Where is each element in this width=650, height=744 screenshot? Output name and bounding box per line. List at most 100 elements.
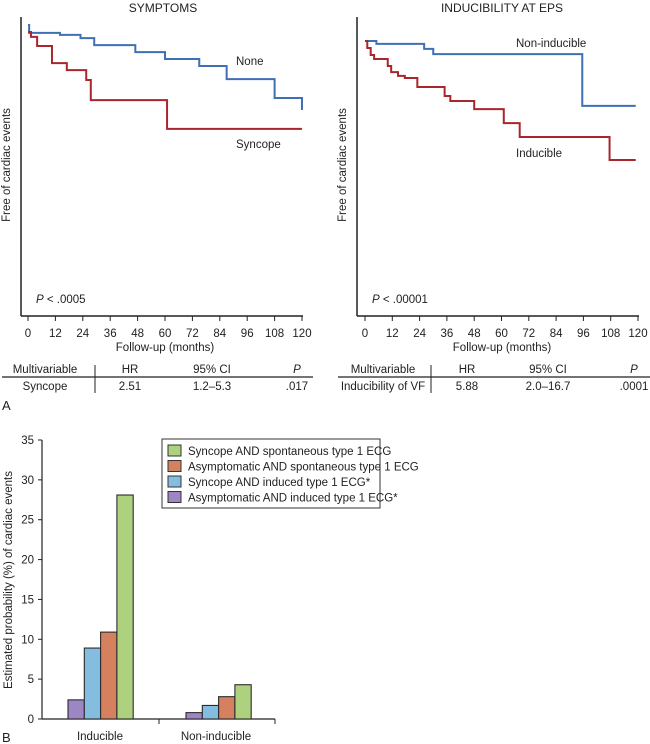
y-tick-label: 5 [28,674,34,686]
y-tick-label: 15 [21,594,34,606]
km-chart-inducibility: INDUCIBILITY AT EPS Free of cardiac even… [337,1,648,354]
table-header-p: P [293,364,301,376]
panel-label-b: B [2,730,11,744]
survival-curve-none [28,24,303,110]
legend-label: Syncope AND induced type 1 ECG* [188,477,371,489]
x-ticks: 0 12 24 36 48 60 72 84 96 108 120 [25,316,312,340]
table-cell-p: .017 [286,381,308,393]
table-header-hr: HR [459,364,476,376]
legend-swatch [167,460,182,472]
table-cell-p: .0001 [620,381,649,393]
table-cell-ci: 2.0–16.7 [526,381,571,393]
bar-inducible-3 [116,494,134,720]
multivariable-table-inducibility: Multivariable HR 95% CI P Inducibility o… [338,364,650,393]
y-tick-label: 0 [28,714,34,726]
p-value: < .00001 [380,294,428,306]
table-cell-ci: 1.2–5.3 [193,381,231,393]
x-axis-label: Follow-up (months) [116,342,215,354]
series-label-inducible: Inducible [516,148,562,160]
x-tick-label: 108 [601,328,620,340]
legend-swatch [167,491,182,503]
x-tick-label: 84 [213,328,226,340]
x-tick-label: 120 [292,328,311,340]
table-cell-variable: Syncope [23,381,68,393]
panel-label-a: A [2,398,11,413]
table-header-hr: HR [122,364,139,376]
bar-non-inducible-1 [201,704,220,720]
table-header-ci: 95% CI [193,364,231,376]
y-axis-label: Estimated probability (%) of cardiac eve… [3,471,15,689]
bar-non-inducible-0 [185,712,203,720]
x-tick-label: 0 [25,328,31,340]
survival-curve-inducible [365,40,636,162]
legend-swatch [167,444,182,457]
multivariable-table-symptoms: Multivariable HR 95% CI P Syncope 2.51 1… [2,364,313,393]
table-cell-variable: Inducibility of VF [341,381,425,393]
survival-curve-syncope [28,30,302,130]
y-tick-label: 10 [21,634,34,646]
x-ticks: 0 12 24 36 48 60 72 84 96 108 120 [362,316,648,340]
table-cell-hr: 5.88 [456,381,478,393]
p-value-annotation: P < .0005 [36,294,86,306]
bar-non-inducible-3 [234,684,252,720]
y-tick-label: 25 [21,515,34,527]
table-header-label: Multivariable [13,364,78,376]
table-header-ci: 95% CI [529,364,567,376]
legend-label: Asymptomatic AND spontaneous type 1 ECG [188,462,419,474]
p-value: < .0005 [44,294,86,306]
legend-swatch [167,475,182,488]
x-tick-label: 96 [577,328,590,340]
legend-box [161,438,381,509]
x-tick-label: 72 [186,328,199,340]
x-tick-label: 48 [468,328,481,340]
x-tick-label: 84 [550,328,563,340]
x-tick-label: 0 [362,328,368,340]
bar-inducible-2 [100,631,118,720]
x-tick-label: 24 [76,328,89,340]
y-tick-label: 20 [21,555,34,567]
chart-title: INDUCIBILITY AT EPS [441,1,563,15]
km-chart-symptoms: SYMPTOMS Free of cardiac events 0 12 24 36 4… [1,1,312,354]
survival-curves [365,40,636,162]
x-axis-label: Follow-up (months) [453,342,552,354]
series-label-syncope: Syncope [236,139,281,151]
x-tick-label: 72 [522,328,535,340]
x-tick-label: 24 [413,328,426,340]
y-axis-label: Free of cardiac events [337,108,349,222]
survival-curves [28,24,303,130]
x-tick-label: 36 [104,328,117,340]
legend: Syncope AND spontaneous type 1 ECG Asympt… [161,438,419,509]
table-header-label: Multivariable [351,364,416,376]
legend-label: Syncope AND spontaneous type 1 ECG [188,446,391,458]
p-symbol: P [372,294,380,306]
x-tick-label: 120 [628,328,647,340]
y-ticks: 0 5 10 15 20 25 30 35 [21,435,42,726]
x-tick-label: 96 [241,328,254,340]
x-tick-label: 60 [159,328,172,340]
bar-inducible-0 [67,699,85,720]
series-label-non-inducible: Non-inducible [516,38,586,50]
x-tick-label: 36 [441,328,454,340]
x-tick-label: 12 [386,328,399,340]
table-header-p: P [630,364,638,376]
table-cell-hr: 2.51 [119,381,141,393]
category-label-non-inducible: Non-inducible [181,731,251,743]
bar-inducible-1 [83,647,102,720]
p-symbol: P [36,294,44,306]
x-tick-label: 48 [131,328,144,340]
bar-non-inducible-2 [218,696,236,720]
category-label-inducible: Inducible [77,731,123,743]
legend-label: Asymptomatic AND induced type 1 ECG* [188,493,398,505]
x-tick-label: 60 [495,328,508,340]
x-tick-label: 108 [265,328,284,340]
chart-title: SYMPTOMS [129,1,197,15]
y-axis-label: Free of cardiac events [1,108,13,222]
y-tick-label: 30 [21,475,34,487]
p-value-annotation: P < .00001 [372,294,428,306]
survival-curve-non-inducible [365,40,636,107]
bars [67,494,252,720]
x-tick-label: 12 [49,328,62,340]
y-tick-label: 35 [21,435,34,447]
series-label-none: None [236,56,264,68]
